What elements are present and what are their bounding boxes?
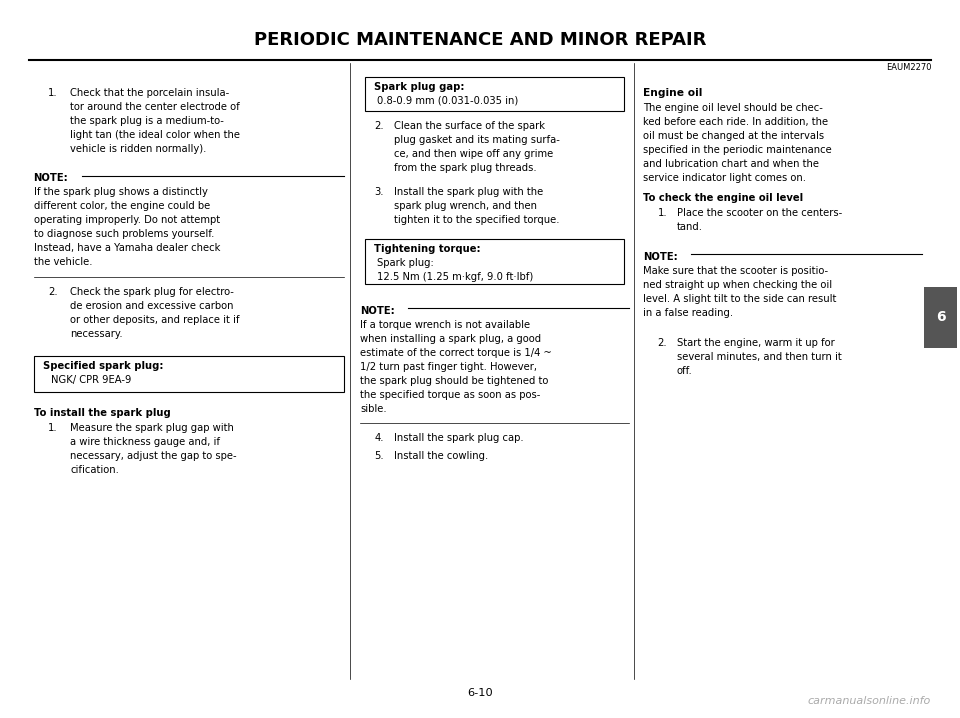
Text: or other deposits, and replace it if: or other deposits, and replace it if xyxy=(70,315,240,325)
Text: 12.5 Nm (1.25 m·kgf, 9.0 ft·lbf): 12.5 Nm (1.25 m·kgf, 9.0 ft·lbf) xyxy=(377,273,534,282)
Text: light tan (the ideal color when the: light tan (the ideal color when the xyxy=(70,130,240,139)
Text: off.: off. xyxy=(677,365,692,376)
Text: Check that the porcelain insula-: Check that the porcelain insula- xyxy=(70,88,229,98)
Text: sible.: sible. xyxy=(360,404,387,414)
Text: Spark plug gap:: Spark plug gap: xyxy=(374,82,465,92)
Text: EAUM2270: EAUM2270 xyxy=(886,63,931,73)
Text: carmanualsonline.info: carmanualsonline.info xyxy=(808,696,931,707)
Text: cification.: cification. xyxy=(70,465,119,475)
Text: Check the spark plug for electro-: Check the spark plug for electro- xyxy=(70,287,234,297)
Text: 3.: 3. xyxy=(374,187,384,197)
Text: Measure the spark plug gap with: Measure the spark plug gap with xyxy=(70,423,234,433)
Text: operating improperly. Do not attempt: operating improperly. Do not attempt xyxy=(34,215,220,225)
Text: tighten it to the specified torque.: tighten it to the specified torque. xyxy=(394,215,559,225)
Text: when installing a spark plug, a good: when installing a spark plug, a good xyxy=(360,333,541,343)
Text: Instead, have a Yamaha dealer check: Instead, have a Yamaha dealer check xyxy=(34,243,220,253)
Text: necessary, adjust the gap to spe-: necessary, adjust the gap to spe- xyxy=(70,451,237,461)
Text: NGK/ CPR 9EA-9: NGK/ CPR 9EA-9 xyxy=(51,376,132,385)
Text: tor around the center electrode of: tor around the center electrode of xyxy=(70,101,240,111)
Text: Install the spark plug with the: Install the spark plug with the xyxy=(394,187,542,197)
Text: ked before each ride. In addition, the: ked before each ride. In addition, the xyxy=(643,117,828,127)
Text: tand.: tand. xyxy=(677,222,703,232)
Text: a wire thickness gauge and, if: a wire thickness gauge and, if xyxy=(70,437,220,447)
Text: to diagnose such problems yourself.: to diagnose such problems yourself. xyxy=(34,230,214,239)
Text: from the spark plug threads.: from the spark plug threads. xyxy=(394,164,537,173)
Text: 2.: 2. xyxy=(48,287,58,297)
Text: ce, and then wipe off any grime: ce, and then wipe off any grime xyxy=(394,149,553,159)
Text: spark plug wrench, and then: spark plug wrench, and then xyxy=(394,200,537,210)
Text: de erosion and excessive carbon: de erosion and excessive carbon xyxy=(70,302,233,311)
Text: NOTE:: NOTE: xyxy=(360,306,395,315)
Text: 2.: 2. xyxy=(374,121,384,131)
Text: 2.: 2. xyxy=(658,337,667,348)
Text: ned straight up when checking the oil: ned straight up when checking the oil xyxy=(643,280,832,290)
Text: several minutes, and then turn it: several minutes, and then turn it xyxy=(677,352,842,362)
Text: Spark plug:: Spark plug: xyxy=(377,258,434,269)
FancyBboxPatch shape xyxy=(34,356,344,392)
Text: Clean the surface of the spark: Clean the surface of the spark xyxy=(394,121,544,131)
Text: Install the cowling.: Install the cowling. xyxy=(394,451,488,461)
Text: vehicle is ridden normally).: vehicle is ridden normally). xyxy=(70,144,206,154)
FancyBboxPatch shape xyxy=(365,239,624,284)
Text: 6: 6 xyxy=(936,310,946,325)
Text: and lubrication chart and when the: and lubrication chart and when the xyxy=(643,159,819,169)
Text: different color, the engine could be: different color, the engine could be xyxy=(34,202,210,211)
Text: the specified torque as soon as pos-: the specified torque as soon as pos- xyxy=(360,389,540,399)
Text: oil must be changed at the intervals: oil must be changed at the intervals xyxy=(643,131,825,141)
FancyBboxPatch shape xyxy=(924,287,957,348)
Text: The engine oil level should be chec-: The engine oil level should be chec- xyxy=(643,103,823,113)
Text: Specified spark plug:: Specified spark plug: xyxy=(43,361,164,371)
Text: To check the engine oil level: To check the engine oil level xyxy=(643,192,804,202)
Text: in a false reading.: in a false reading. xyxy=(643,308,733,318)
Text: specified in the periodic maintenance: specified in the periodic maintenance xyxy=(643,145,832,155)
Text: Tightening torque:: Tightening torque: xyxy=(374,244,481,254)
Text: To install the spark plug: To install the spark plug xyxy=(34,408,170,418)
Text: PERIODIC MAINTENANCE AND MINOR REPAIR: PERIODIC MAINTENANCE AND MINOR REPAIR xyxy=(253,31,707,49)
Text: 1.: 1. xyxy=(658,208,667,218)
Text: If a torque wrench is not available: If a torque wrench is not available xyxy=(360,320,530,330)
Text: Install the spark plug cap.: Install the spark plug cap. xyxy=(394,432,523,442)
Text: estimate of the correct torque is 1/4 ~: estimate of the correct torque is 1/4 ~ xyxy=(360,348,552,358)
FancyBboxPatch shape xyxy=(365,77,624,111)
Text: 4.: 4. xyxy=(374,432,384,442)
Text: Make sure that the scooter is positio-: Make sure that the scooter is positio- xyxy=(643,266,828,276)
Text: 1/2 turn past finger tight. However,: 1/2 turn past finger tight. However, xyxy=(360,361,537,371)
Text: 1.: 1. xyxy=(48,423,58,433)
Text: the spark plug should be tightened to: the spark plug should be tightened to xyxy=(360,376,548,386)
Text: 6-10: 6-10 xyxy=(468,688,492,698)
Text: service indicator light comes on.: service indicator light comes on. xyxy=(643,173,806,183)
Text: the spark plug is a medium-to-: the spark plug is a medium-to- xyxy=(70,116,224,126)
Text: 5.: 5. xyxy=(374,451,384,461)
Text: Place the scooter on the centers-: Place the scooter on the centers- xyxy=(677,208,842,218)
Text: plug gasket and its mating surfa-: plug gasket and its mating surfa- xyxy=(394,135,560,145)
Text: NOTE:: NOTE: xyxy=(34,174,68,183)
Text: the vehicle.: the vehicle. xyxy=(34,258,92,267)
Text: 1.: 1. xyxy=(48,88,58,98)
Text: Engine oil: Engine oil xyxy=(643,88,703,98)
Text: Start the engine, warm it up for: Start the engine, warm it up for xyxy=(677,337,834,348)
Text: necessary.: necessary. xyxy=(70,330,123,339)
Text: level. A slight tilt to the side can result: level. A slight tilt to the side can res… xyxy=(643,294,836,304)
Text: If the spark plug shows a distinctly: If the spark plug shows a distinctly xyxy=(34,187,207,197)
Text: 0.8-0.9 mm (0.031-0.035 in): 0.8-0.9 mm (0.031-0.035 in) xyxy=(377,95,518,106)
Text: NOTE:: NOTE: xyxy=(643,252,678,262)
